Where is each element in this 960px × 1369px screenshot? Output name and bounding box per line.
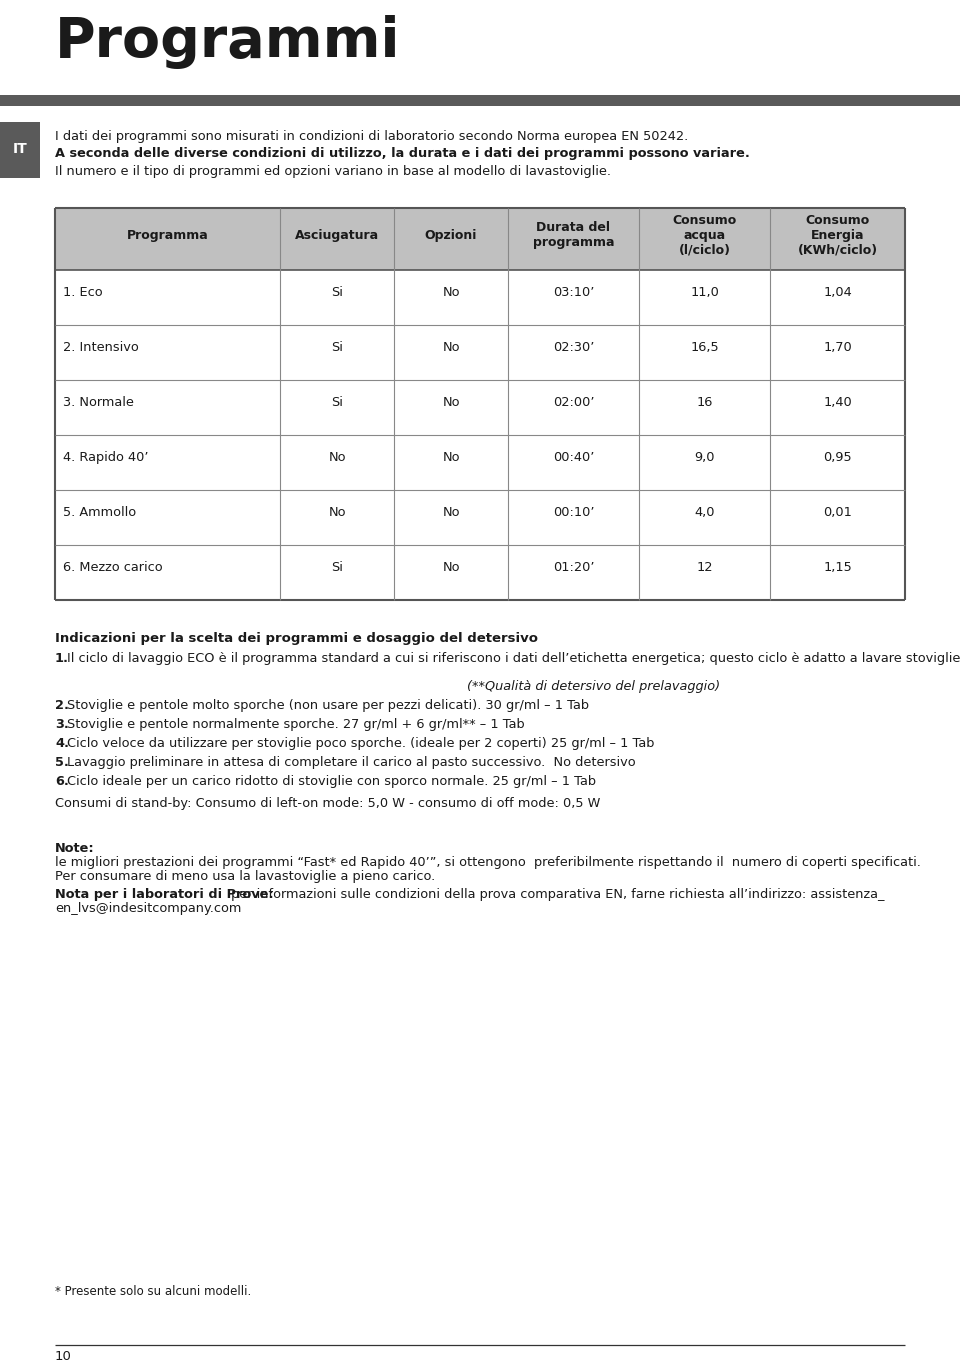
Text: 6. Mezzo carico: 6. Mezzo carico — [63, 561, 162, 574]
Text: No: No — [443, 450, 460, 464]
Text: No: No — [328, 450, 346, 464]
Text: Ciclo ideale per un carico ridotto di stoviglie con sporco normale. 25 gr/ml – 1: Ciclo ideale per un carico ridotto di st… — [66, 775, 595, 789]
Text: 02:30’: 02:30’ — [553, 341, 594, 355]
Text: 1,04: 1,04 — [823, 286, 852, 298]
Text: Nota per i laboratori di Prove:: Nota per i laboratori di Prove: — [55, 888, 274, 901]
Text: Stoviglie e pentole molto sporche (non usare per pezzi delicati). 30 gr/ml – 1 T: Stoviglie e pentole molto sporche (non u… — [66, 700, 588, 712]
Text: Lavaggio preliminare in attesa di completare il carico al pasto successivo.  No : Lavaggio preliminare in attesa di comple… — [66, 756, 636, 769]
Text: 01:20’: 01:20’ — [553, 561, 594, 574]
Text: Consumo
acqua
(l/ciclo): Consumo acqua (l/ciclo) — [672, 214, 736, 256]
Text: Programmi: Programmi — [55, 15, 400, 68]
Bar — [0, 122, 40, 178]
Text: No: No — [443, 507, 460, 519]
Text: I dati dei programmi sono misurati in condizioni di laboratorio secondo Norma eu: I dati dei programmi sono misurati in co… — [55, 130, 688, 142]
Text: A seconda delle diverse condizioni di utilizzo, la durata e i dati dei programmi: A seconda delle diverse condizioni di ut… — [55, 146, 750, 160]
Text: 4,0: 4,0 — [694, 507, 715, 519]
Text: 0,01: 0,01 — [823, 507, 852, 519]
Text: Consumo
Energia
(KWh/ciclo): Consumo Energia (KWh/ciclo) — [798, 214, 877, 256]
Text: Si: Si — [331, 561, 343, 574]
Text: No: No — [328, 507, 346, 519]
Text: per informazioni sulle condizioni della prova comparativa EN, farne richiesta al: per informazioni sulle condizioni della … — [228, 888, 884, 901]
Text: 16,5: 16,5 — [690, 341, 719, 355]
Text: (**Qualità di detersivo del prelavaggio): (**Qualità di detersivo del prelavaggio) — [467, 680, 720, 693]
Text: 1,40: 1,40 — [823, 396, 852, 409]
Text: Si: Si — [331, 286, 343, 298]
Text: 3. Normale: 3. Normale — [63, 396, 133, 409]
Text: 03:10’: 03:10’ — [553, 286, 594, 298]
Text: 1,15: 1,15 — [823, 561, 852, 574]
Text: Stoviglie e pentole normalmente sporche. 27 gr/ml + 6 gr/ml** – 1 Tab: Stoviglie e pentole normalmente sporche.… — [66, 717, 524, 731]
Text: 1.: 1. — [55, 652, 69, 665]
Text: Asciugatura: Asciugatura — [295, 229, 379, 241]
Text: 0,95: 0,95 — [823, 450, 852, 464]
Text: IT: IT — [12, 142, 28, 156]
Text: No: No — [443, 286, 460, 298]
Text: 16: 16 — [696, 396, 712, 409]
Text: Si: Si — [331, 396, 343, 409]
Text: 5.: 5. — [55, 756, 69, 769]
Text: Note:: Note: — [55, 842, 95, 856]
Text: Per consumare di meno usa la lavastoviglie a pieno carico.: Per consumare di meno usa la lavastovigl… — [55, 871, 435, 883]
Text: Durata del
programma: Durata del programma — [533, 220, 614, 249]
Text: 11,0: 11,0 — [690, 286, 719, 298]
Text: 10: 10 — [55, 1350, 72, 1364]
Text: 00:40’: 00:40’ — [553, 450, 594, 464]
Text: 12: 12 — [696, 561, 712, 574]
Text: le migliori prestazioni dei programmi “Fast* ed Rapido 40’”, si ottengono  prefe: le migliori prestazioni dei programmi “F… — [55, 856, 921, 869]
Text: Il numero e il tipo di programmi ed opzioni variano in base al modello di lavast: Il numero e il tipo di programmi ed opzi… — [55, 166, 611, 178]
Text: No: No — [443, 396, 460, 409]
Text: 02:00’: 02:00’ — [553, 396, 594, 409]
Bar — [55, 208, 905, 270]
Text: Il ciclo di lavaggio ECO è il programma standard a cui si riferiscono i dati del: Il ciclo di lavaggio ECO è il programma … — [66, 652, 960, 665]
Text: 5. Ammollo: 5. Ammollo — [63, 507, 136, 519]
Text: Opzioni: Opzioni — [425, 229, 477, 241]
Bar — [0, 94, 960, 105]
Text: 4.: 4. — [55, 737, 69, 750]
Text: 00:10’: 00:10’ — [553, 507, 594, 519]
Text: 9,0: 9,0 — [694, 450, 715, 464]
Text: 4. Rapido 40’: 4. Rapido 40’ — [63, 450, 149, 464]
Text: en_lvs@indesitcompany.com: en_lvs@indesitcompany.com — [55, 902, 241, 914]
Text: 2. Intensivo: 2. Intensivo — [63, 341, 139, 355]
Text: 6.: 6. — [55, 775, 69, 789]
Text: 1. Eco: 1. Eco — [63, 286, 103, 298]
Text: Si: Si — [331, 341, 343, 355]
Text: Consumi di stand-by: Consumo di left-on mode: 5,0 W - consumo di off mode: 0,5 W: Consumi di stand-by: Consumo di left-on … — [55, 797, 600, 810]
Text: * Presente solo su alcuni modelli.: * Presente solo su alcuni modelli. — [55, 1285, 252, 1298]
Text: 1,70: 1,70 — [823, 341, 852, 355]
Text: No: No — [443, 561, 460, 574]
Text: Ciclo veloce da utilizzare per stoviglie poco sporche. (ideale per 2 coperti) 25: Ciclo veloce da utilizzare per stoviglie… — [66, 737, 654, 750]
Text: No: No — [443, 341, 460, 355]
Text: Indicazioni per la scelta dei programmi e dosaggio del detersivo: Indicazioni per la scelta dei programmi … — [55, 632, 538, 645]
Text: 2.: 2. — [55, 700, 69, 712]
Text: 3.: 3. — [55, 717, 69, 731]
Text: Programma: Programma — [127, 229, 208, 241]
